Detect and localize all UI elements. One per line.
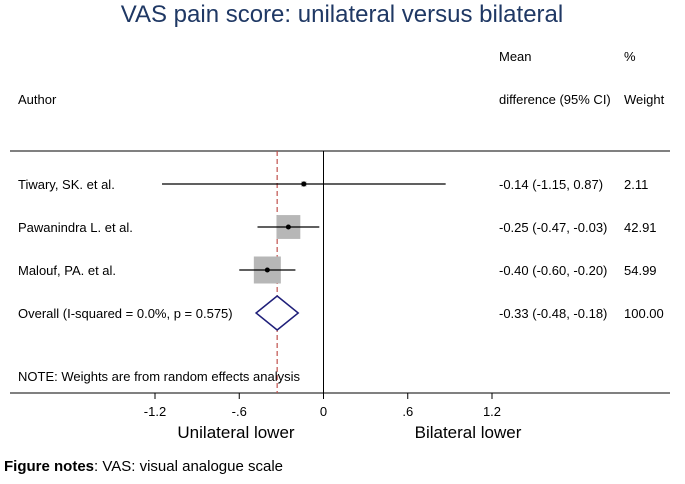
figure-notes-text: : VAS: visual analogue scale [94,458,284,475]
study-ci-text: -0.40 (-0.60, -0.20) [499,263,607,278]
x-label-right: Bilateral lower [415,423,522,442]
study-row: Malouf, PA. et al. -0.40 (-0.60, -0.20) 54… [18,256,657,284]
x-tick-label: 0 [320,404,327,419]
study-weight-text: 42.91 [624,220,657,235]
study-rows: Tiwary, SK. et al. -0.14 (-1.15, 0.87) 2.1… [18,177,657,284]
x-axis-ticks: -1.2 -.6 0 .6 1.2 [144,393,501,419]
x-tick-label: .6 [402,404,413,419]
study-ci-text: -0.14 (-1.15, 0.87) [499,177,603,192]
weights-note: NOTE: Weights are from random effects an… [18,369,301,384]
study-weight-text: 2.11 [624,177,648,192]
study-weight-text: 54.99 [624,263,657,278]
study-label: Tiwary, SK. et al. [18,177,115,192]
overall-weight-text: 100.00 [624,306,664,321]
x-tick-label: -1.2 [144,404,166,419]
mean-difference-header-line1: Mean [499,49,532,64]
figure-notes-label: Figure notes [4,458,95,475]
overall-label: Overall (I-squared = 0.0%, p = 0.575) [18,306,233,321]
author-column-header: Author [18,92,57,107]
study-row: Pawanindra L. et al. -0.25 (-0.47, -0.03)… [18,215,657,239]
weight-header-line1: % [624,49,636,64]
study-point-estimate [264,267,270,273]
study-point-estimate [285,224,291,230]
chart-title: VAS pain score: unilateral versus bilate… [121,1,563,28]
study-row: Tiwary, SK. et al. -0.14 (-1.15, 0.87) 2.1… [18,177,648,192]
mean-difference-header-line2: difference (95% CI) [499,92,611,107]
study-label: Malouf, PA. et al. [18,263,116,278]
study-ci-text: -0.25 (-0.47, -0.03) [499,220,607,235]
figure-notes: Figure notes: VAS: visual analogue scale [4,458,283,475]
study-label: Pawanindra L. et al. [18,220,133,235]
study-point-estimate [301,181,307,187]
overall-ci-text: -0.33 (-0.48, -0.18) [499,306,607,321]
overall-diamond [254,295,300,331]
x-tick-label: -.6 [232,404,247,419]
x-tick-label: 1.2 [483,404,501,419]
x-label-left: Unilateral lower [177,423,294,442]
weight-header-line2: Weight [624,92,665,107]
